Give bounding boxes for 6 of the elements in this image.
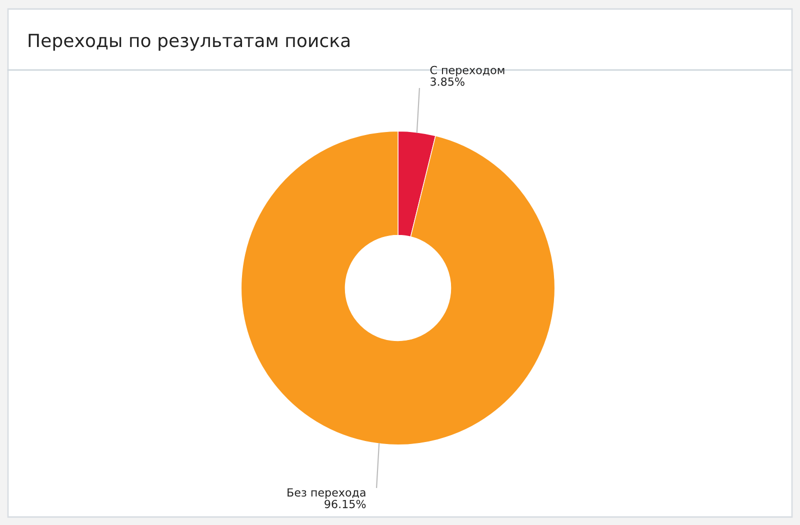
- slice-label: С переходом: [430, 66, 504, 76]
- data-label: 3.85%: [430, 77, 464, 86]
- slice-label: Без перехода: [288, 488, 366, 499]
- donut-slice: [240, 130, 556, 446]
- chart-title: Переходы по результатам поиска: [28, 34, 350, 51]
- data-label: 96.15%: [324, 500, 366, 508]
